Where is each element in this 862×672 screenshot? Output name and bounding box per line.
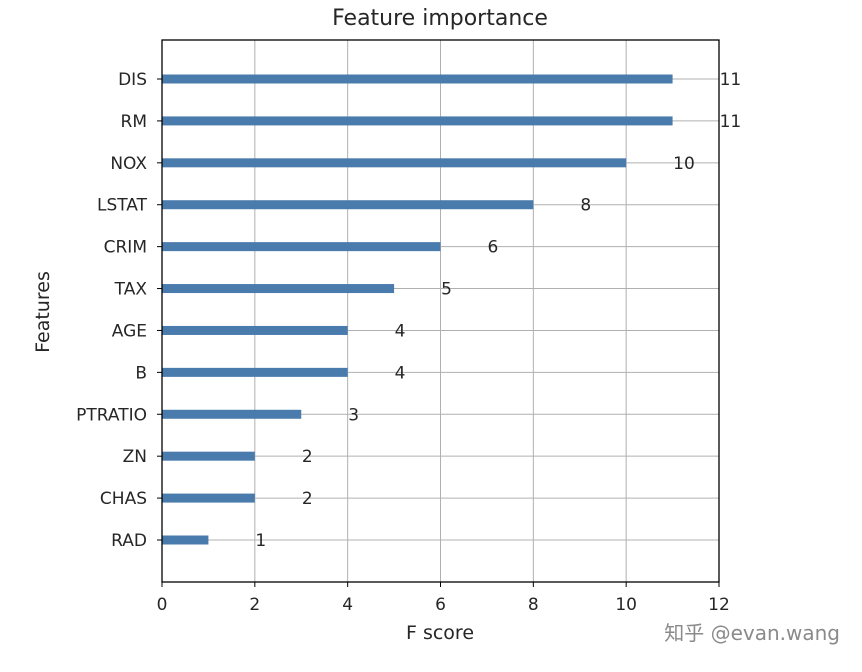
bar-b: [162, 367, 348, 377]
bar-nox: [162, 158, 627, 168]
value-label-rad: 1: [255, 531, 266, 551]
y-tick-label-lstat: LSTAT: [97, 196, 148, 216]
bar-ptratio: [162, 409, 302, 419]
x-tick-label: 10: [615, 595, 637, 615]
bar-dis: [162, 74, 673, 84]
value-label-chas: 2: [302, 489, 313, 509]
y-tick-label-dis: DIS: [118, 70, 147, 90]
bar-zn: [162, 451, 255, 461]
y-tick-label-crim: CRIM: [104, 238, 147, 258]
value-label-age: 4: [395, 321, 406, 341]
bar-lstat: [162, 200, 534, 210]
y-axis-label: Features: [32, 271, 54, 353]
y-tick-label-nox: NOX: [110, 154, 147, 174]
value-label-ptratio: 3: [348, 405, 359, 425]
watermark: 知乎 @evan.wang: [664, 621, 840, 645]
y-tick-label-rad: RAD: [111, 531, 147, 551]
y-tick-label-rm: RM: [121, 112, 147, 132]
value-label-dis: 11: [720, 70, 742, 90]
bar-rad: [162, 535, 209, 545]
y-tick-label-age: AGE: [112, 321, 147, 341]
value-label-rm: 11: [720, 112, 742, 132]
value-label-tax: 5: [441, 280, 452, 300]
value-labels: 11 11 10 8 6 5 4 4 3 2 2 1: [255, 70, 741, 551]
value-label-zn: 2: [302, 447, 313, 467]
bar-tax: [162, 284, 395, 294]
x-tick-label: 0: [157, 595, 168, 615]
x-axis-label: F score: [406, 622, 474, 644]
x-tick-label: 6: [435, 595, 446, 615]
bars: [162, 74, 673, 545]
bar-rm: [162, 116, 673, 126]
x-tick-label: 4: [342, 595, 353, 615]
x-tick-labels: 0 2 4 6 8 10 12: [157, 582, 730, 615]
value-label-crim: 6: [488, 238, 499, 258]
y-tick-labels: DIS RM NOX LSTAT CRIM TAX AGE B PTRATIO ZN CHAS RAD: [76, 70, 162, 551]
chart-title: Feature importance: [332, 6, 548, 31]
y-tick-label-b: B: [135, 363, 147, 383]
y-tick-label-tax: TAX: [114, 280, 148, 300]
bar-age: [162, 325, 348, 335]
value-label-lstat: 8: [580, 196, 591, 216]
x-tick-label: 12: [708, 595, 730, 615]
y-tick-label-zn: ZN: [123, 447, 147, 467]
x-tick-label: 8: [528, 595, 539, 615]
bar-crim: [162, 242, 441, 252]
y-tick-label-ptratio: PTRATIO: [76, 405, 147, 425]
bar-chas: [162, 493, 255, 503]
x-tick-label: 2: [249, 595, 260, 615]
plot-frame: [161, 39, 720, 583]
value-label-b: 4: [395, 363, 406, 383]
value-label-nox: 10: [673, 154, 695, 174]
y-tick-label-chas: CHAS: [100, 489, 147, 509]
